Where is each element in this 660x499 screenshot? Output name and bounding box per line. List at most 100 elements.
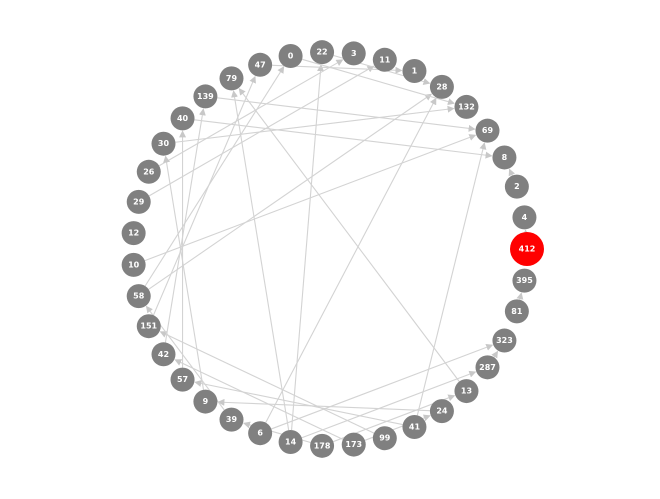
node-circle[interactable] <box>372 426 397 451</box>
node-circle[interactable] <box>504 174 529 199</box>
node-circle[interactable] <box>475 355 500 380</box>
node-circle[interactable] <box>429 399 454 424</box>
node-circle[interactable] <box>151 342 176 367</box>
node-circle[interactable] <box>492 145 517 170</box>
node-2[interactable]: 2 <box>504 174 529 199</box>
edge-99-151 <box>159 331 375 434</box>
node-132[interactable]: 132 <box>454 94 479 119</box>
node-circle[interactable] <box>151 131 176 156</box>
node-circle[interactable] <box>121 221 146 246</box>
node-circle[interactable] <box>278 43 303 68</box>
node-circle[interactable] <box>126 189 151 214</box>
node-8[interactable]: 8 <box>492 145 517 170</box>
node-label: 57 <box>177 375 188 384</box>
node-39[interactable]: 39 <box>219 407 244 432</box>
node-label: 151 <box>140 322 157 331</box>
node-69[interactable]: 69 <box>475 118 500 143</box>
node-label: 3 <box>351 49 357 58</box>
node-circle[interactable] <box>341 432 366 457</box>
node-circle[interactable] <box>126 284 151 309</box>
node-40[interactable]: 40 <box>170 106 195 131</box>
node-circle[interactable] <box>341 41 366 66</box>
node-173[interactable]: 173 <box>341 432 366 457</box>
node-circle[interactable] <box>310 40 335 65</box>
node-circle[interactable] <box>454 94 479 119</box>
node-29[interactable]: 29 <box>126 189 151 214</box>
edge-151-47 <box>152 75 256 316</box>
node-label: 132 <box>458 102 475 111</box>
node-circle[interactable] <box>372 47 397 72</box>
node-circle[interactable] <box>219 66 244 91</box>
node-circle[interactable] <box>121 252 146 277</box>
node-1[interactable]: 1 <box>402 59 427 84</box>
node-395[interactable]: 395 <box>512 268 537 293</box>
node-circle[interactable] <box>278 430 303 455</box>
node-81[interactable]: 81 <box>504 299 529 324</box>
node-label: 29 <box>133 197 145 206</box>
node-circle[interactable] <box>170 106 195 131</box>
node-circle[interactable] <box>492 328 517 353</box>
node-circle[interactable] <box>512 268 537 293</box>
node-label: 323 <box>496 336 513 345</box>
node-0[interactable]: 0 <box>278 43 303 68</box>
node-6[interactable]: 6 <box>248 421 273 446</box>
node-circle[interactable] <box>429 74 454 99</box>
node-circle[interactable] <box>510 232 544 266</box>
node-14[interactable]: 14 <box>278 430 303 455</box>
node-11[interactable]: 11 <box>372 47 397 72</box>
edge-58-0 <box>144 66 285 287</box>
node-58[interactable]: 58 <box>126 284 151 309</box>
node-47[interactable]: 47 <box>248 52 273 77</box>
node-28[interactable]: 28 <box>429 74 454 99</box>
node-99[interactable]: 99 <box>372 426 397 451</box>
edge-14-287 <box>301 370 477 439</box>
node-circle[interactable] <box>248 421 273 446</box>
node-412[interactable]: 412 <box>510 232 544 266</box>
node-circle[interactable] <box>454 379 479 404</box>
node-circle[interactable] <box>248 52 273 77</box>
node-circle[interactable] <box>512 205 537 230</box>
node-label: 6 <box>257 429 263 438</box>
node-label: 10 <box>128 260 140 269</box>
node-circle[interactable] <box>504 299 529 324</box>
edge-41-57 <box>194 380 403 426</box>
node-circle[interactable] <box>475 118 500 143</box>
node-57[interactable]: 57 <box>170 367 195 392</box>
node-circle[interactable] <box>136 159 161 184</box>
node-139[interactable]: 139 <box>193 84 218 109</box>
node-42[interactable]: 42 <box>151 342 176 367</box>
node-151[interactable]: 151 <box>136 314 161 339</box>
node-circle[interactable] <box>136 314 161 339</box>
node-41[interactable]: 41 <box>402 414 427 439</box>
node-circle[interactable] <box>193 84 218 109</box>
node-circle[interactable] <box>170 367 195 392</box>
node-30[interactable]: 30 <box>151 131 176 156</box>
node-label: 81 <box>511 307 523 316</box>
node-323[interactable]: 323 <box>492 328 517 353</box>
node-label: 139 <box>197 92 214 101</box>
node-13[interactable]: 13 <box>454 379 479 404</box>
edge-9-30 <box>163 155 205 390</box>
edge-58-28 <box>148 93 433 290</box>
node-label: 0 <box>288 51 294 60</box>
node-circle[interactable] <box>310 433 335 458</box>
node-22[interactable]: 22 <box>310 40 335 65</box>
node-label: 99 <box>379 434 391 443</box>
node-4[interactable]: 4 <box>512 205 537 230</box>
node-79[interactable]: 79 <box>219 66 244 91</box>
node-circle[interactable] <box>193 389 218 414</box>
node-9[interactable]: 9 <box>193 389 218 414</box>
node-12[interactable]: 12 <box>121 221 146 246</box>
node-26[interactable]: 26 <box>136 159 161 184</box>
node-circle[interactable] <box>219 407 244 432</box>
node-178[interactable]: 178 <box>310 433 335 458</box>
node-287[interactable]: 287 <box>475 355 500 380</box>
node-24[interactable]: 24 <box>429 399 454 424</box>
node-3[interactable]: 3 <box>341 41 366 66</box>
node-circle[interactable] <box>402 59 427 84</box>
edge-42-139 <box>164 108 206 343</box>
node-circle[interactable] <box>402 414 427 439</box>
node-label: 22 <box>316 48 327 57</box>
edge-26-3 <box>158 59 344 167</box>
node-10[interactable]: 10 <box>121 252 146 277</box>
